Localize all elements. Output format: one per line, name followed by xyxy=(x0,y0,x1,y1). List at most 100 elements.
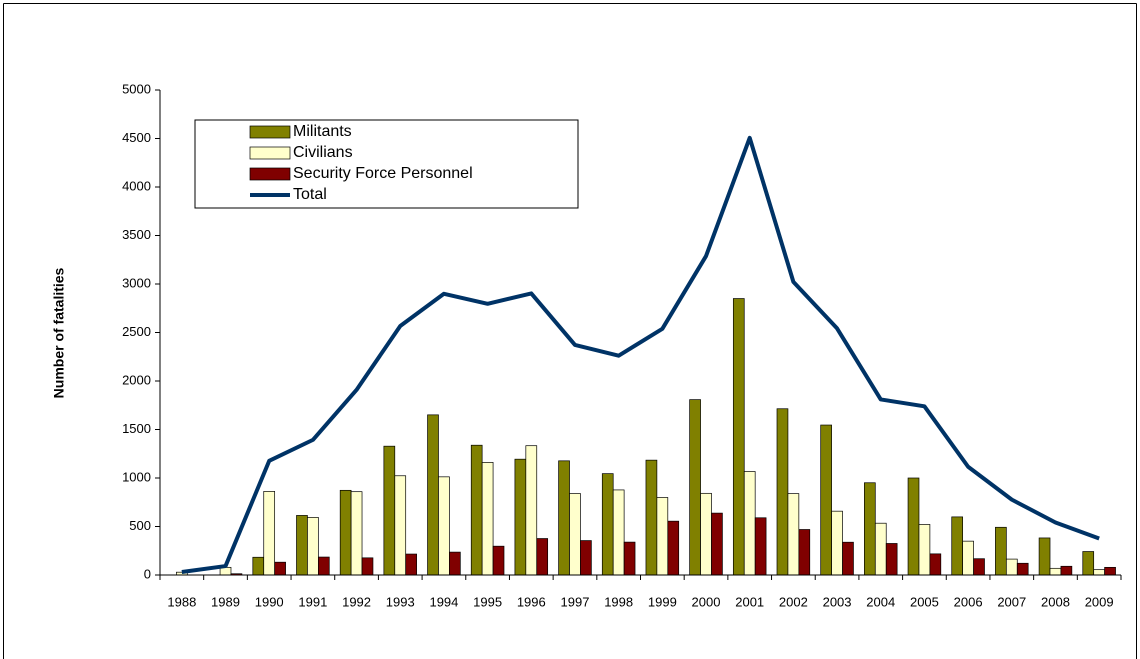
y-tick-label: 4000 xyxy=(122,178,151,193)
x-tick-label: 1998 xyxy=(604,594,633,609)
x-tick-label: 2007 xyxy=(997,594,1026,609)
x-tick-label: 1988 xyxy=(167,594,196,609)
bar xyxy=(263,491,276,576)
bar xyxy=(427,414,439,576)
legend-swatch xyxy=(249,146,291,160)
y-axis-label: Number of fatalities xyxy=(51,267,67,398)
bar xyxy=(1038,537,1051,576)
bar xyxy=(962,540,974,576)
bar xyxy=(558,460,570,576)
bar xyxy=(820,424,832,576)
bar xyxy=(296,515,308,576)
bar xyxy=(798,529,811,576)
bar xyxy=(1060,565,1073,576)
x-tick-label: 2006 xyxy=(954,594,983,609)
x-tick-label: 2003 xyxy=(823,594,852,609)
bar xyxy=(317,556,330,576)
x-tick-label: 1993 xyxy=(386,594,415,609)
bar xyxy=(536,538,549,576)
x-tick-label: 1992 xyxy=(342,594,371,609)
legend-label: Security Force Personnel xyxy=(293,165,473,182)
x-tick-label: 2009 xyxy=(1085,594,1114,609)
x-tick-label: 1995 xyxy=(473,594,502,609)
x-tick-label: 1996 xyxy=(517,594,546,609)
bar xyxy=(842,541,854,576)
bar xyxy=(1016,562,1029,576)
bar xyxy=(656,497,669,576)
x-tick-label: 2004 xyxy=(866,594,895,609)
bar xyxy=(831,510,843,576)
x-tick-label: 2008 xyxy=(1041,594,1070,609)
bar xyxy=(754,517,767,576)
x-tick-label: 1990 xyxy=(255,594,284,609)
bar xyxy=(951,516,964,576)
x-tick-label: 1994 xyxy=(429,594,458,609)
bar xyxy=(383,445,396,576)
legend-label: Militants xyxy=(293,123,352,140)
x-tick-label: 1999 xyxy=(648,594,677,609)
bar xyxy=(307,517,319,576)
x-tick-label: 2000 xyxy=(692,594,721,609)
bar xyxy=(864,482,876,576)
bar xyxy=(776,408,789,576)
bar xyxy=(470,444,483,576)
x-tick-label: 1997 xyxy=(561,594,590,609)
bar xyxy=(645,459,658,576)
bar xyxy=(995,526,1007,576)
bar xyxy=(492,545,505,576)
bar xyxy=(449,551,461,576)
bar xyxy=(601,473,614,576)
legend-label: Total xyxy=(293,186,327,203)
legend-label: Civilians xyxy=(293,144,353,161)
bar xyxy=(274,561,286,576)
x-tick-label: 2002 xyxy=(779,594,808,609)
bar xyxy=(907,477,920,576)
bar xyxy=(361,557,374,576)
bar xyxy=(1005,558,1018,576)
bar xyxy=(580,540,592,576)
y-tick-label: 5000 xyxy=(122,81,151,96)
bar xyxy=(929,553,942,576)
bar xyxy=(732,298,745,576)
bar xyxy=(874,522,887,576)
legend-swatch xyxy=(249,167,291,181)
bar xyxy=(711,512,723,576)
y-tick-label: 3000 xyxy=(122,275,151,290)
bar xyxy=(1104,566,1116,576)
y-tick-label: 1000 xyxy=(122,469,151,484)
bar xyxy=(525,445,538,576)
bar xyxy=(350,491,363,576)
x-tick-label: 2001 xyxy=(735,594,764,609)
bar xyxy=(787,493,800,576)
bar xyxy=(623,541,636,576)
bar xyxy=(973,558,985,576)
legend-swatch xyxy=(249,125,291,139)
y-tick-label: 0 xyxy=(144,566,151,581)
bar xyxy=(612,489,625,576)
line xyxy=(181,135,1100,574)
bar xyxy=(394,475,407,576)
bar xyxy=(743,471,756,576)
bar xyxy=(514,458,527,576)
bar xyxy=(918,524,931,576)
y-tick-label: 500 xyxy=(129,518,151,533)
bar xyxy=(689,399,701,576)
y-tick-label: 2500 xyxy=(122,324,151,339)
bar xyxy=(1082,551,1095,576)
bar xyxy=(438,476,450,576)
x-tick-label: 2005 xyxy=(910,594,939,609)
bar xyxy=(481,462,494,576)
bar xyxy=(700,492,712,576)
bar xyxy=(1049,567,1062,576)
y-tick-label: 4500 xyxy=(122,130,151,145)
y-tick-label: 1500 xyxy=(122,421,151,436)
x-tick-label: 1991 xyxy=(298,594,327,609)
bar xyxy=(885,543,898,576)
bar xyxy=(667,520,680,576)
y-tick-label: 3500 xyxy=(122,227,151,242)
bar xyxy=(339,489,352,576)
x-tick-label: 1989 xyxy=(211,594,240,609)
bar xyxy=(1093,569,1105,576)
bar xyxy=(252,556,265,576)
